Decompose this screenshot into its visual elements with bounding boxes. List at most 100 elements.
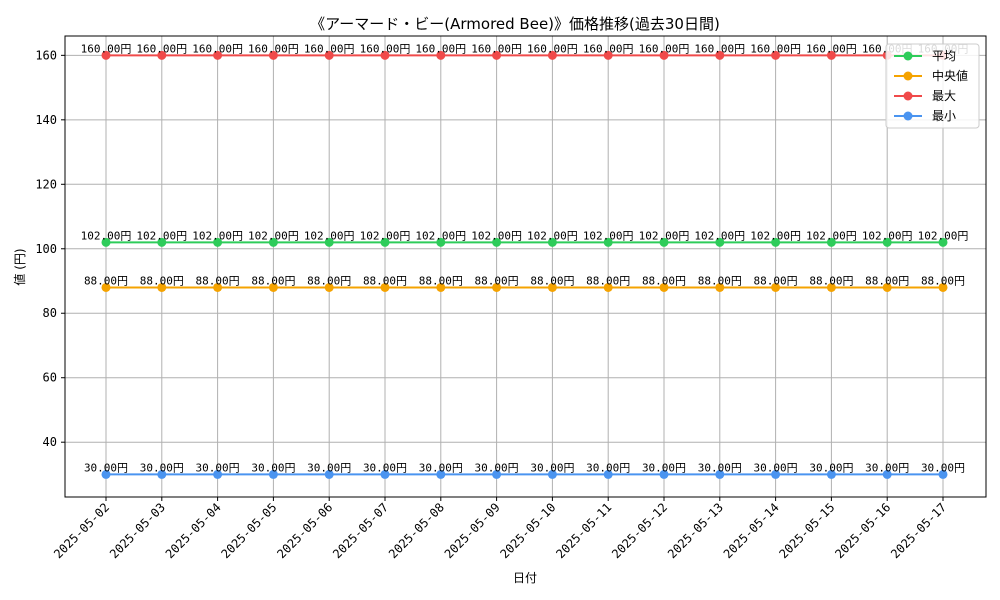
data-label: 160.00円 [527, 42, 578, 55]
series-point [436, 469, 446, 479]
data-label: 30.00円 [754, 461, 798, 474]
series-point [492, 469, 502, 479]
chart-title: 《アーマード・ビー(Armored Bee)》価格推移(過去30日間) [310, 15, 720, 33]
data-label: 102.00円 [527, 229, 578, 242]
x-tick-label: 2025-05-05 [219, 500, 280, 561]
data-label: 30.00円 [809, 461, 853, 474]
data-label: 102.00円 [304, 229, 355, 242]
x-tick-label: 2025-05-12 [609, 500, 670, 561]
data-label: 88.00円 [307, 274, 351, 287]
legend-label: 最大 [932, 89, 956, 103]
data-label: 102.00円 [360, 229, 411, 242]
data-label: 88.00円 [921, 274, 965, 287]
data-label: 88.00円 [363, 274, 407, 287]
series-point [380, 282, 390, 292]
data-label: 102.00円 [471, 229, 522, 242]
series-point [157, 237, 167, 247]
series-point [882, 469, 892, 479]
series-point [436, 50, 446, 60]
data-label: 160.00円 [471, 42, 522, 55]
x-tick-label: 2025-05-17 [888, 500, 949, 561]
data-label: 102.00円 [862, 229, 913, 242]
series-point [268, 469, 278, 479]
legend-marker [903, 111, 913, 121]
data-label: 160.00円 [694, 42, 745, 55]
legend-marker [903, 91, 913, 101]
series-point [157, 282, 167, 292]
legend-label: 最小 [932, 109, 956, 123]
series-point [268, 50, 278, 60]
series-point [213, 282, 223, 292]
series-point [101, 237, 111, 247]
data-label: 30.00円 [196, 461, 240, 474]
y-tick-label: 160 [35, 48, 57, 62]
data-label: 88.00円 [140, 274, 184, 287]
series-point [324, 50, 334, 60]
series-point [101, 282, 111, 292]
y-tick-label: 80 [43, 306, 57, 320]
data-label: 102.00円 [81, 229, 132, 242]
series-point [324, 282, 334, 292]
x-axis: 2025-05-022025-05-032025-05-042025-05-05… [51, 497, 949, 561]
x-tick-label: 2025-05-10 [498, 500, 559, 561]
series-point [492, 237, 502, 247]
y-tick-label: 140 [35, 113, 57, 127]
data-label: 160.00円 [136, 42, 187, 55]
x-tick-label: 2025-05-15 [777, 500, 838, 561]
data-label: 30.00円 [921, 461, 965, 474]
series-point [380, 50, 390, 60]
data-label: 88.00円 [251, 274, 295, 287]
series-point [324, 469, 334, 479]
series-point [771, 469, 781, 479]
x-tick-label: 2025-05-07 [330, 500, 391, 561]
data-label: 102.00円 [806, 229, 857, 242]
data-label: 160.00円 [304, 42, 355, 55]
data-label: 88.00円 [84, 274, 128, 287]
series-point [101, 50, 111, 60]
series-point [771, 282, 781, 292]
data-label: 30.00円 [84, 461, 128, 474]
x-tick-label: 2025-05-11 [553, 500, 614, 561]
data-label: 88.00円 [642, 274, 686, 287]
legend-marker [903, 51, 913, 61]
legend-marker [903, 71, 913, 81]
data-label: 30.00円 [530, 461, 574, 474]
data-label: 102.00円 [583, 229, 634, 242]
series-point [603, 50, 613, 60]
series-point [436, 282, 446, 292]
series-point [268, 282, 278, 292]
data-label: 88.00円 [586, 274, 630, 287]
data-label: 88.00円 [419, 274, 463, 287]
series-point [547, 469, 557, 479]
series-point [157, 50, 167, 60]
data-label: 102.00円 [639, 229, 690, 242]
data-label: 30.00円 [251, 461, 295, 474]
data-label: 88.00円 [754, 274, 798, 287]
data-label: 88.00円 [809, 274, 853, 287]
series-point [603, 282, 613, 292]
data-label: 102.00円 [415, 229, 466, 242]
series-point [826, 282, 836, 292]
y-tick-label: 120 [35, 177, 57, 191]
x-tick-label: 2025-05-14 [721, 500, 782, 561]
series-point [826, 469, 836, 479]
series-point [938, 237, 948, 247]
data-label: 102.00円 [750, 229, 801, 242]
series-group [101, 50, 948, 479]
data-label: 160.00円 [750, 42, 801, 55]
series-point [659, 237, 669, 247]
data-label: 88.00円 [865, 274, 909, 287]
x-tick-label: 2025-05-06 [274, 500, 335, 561]
data-label: 160.00円 [192, 42, 243, 55]
data-label: 30.00円 [475, 461, 519, 474]
series-point [492, 50, 502, 60]
series-point [380, 237, 390, 247]
series-point [938, 282, 948, 292]
data-label: 88.00円 [530, 274, 574, 287]
series-point [492, 282, 502, 292]
data-label: 102.00円 [918, 229, 969, 242]
data-label: 30.00円 [363, 461, 407, 474]
x-tick-label: 2025-05-13 [665, 500, 726, 561]
series-point [938, 469, 948, 479]
